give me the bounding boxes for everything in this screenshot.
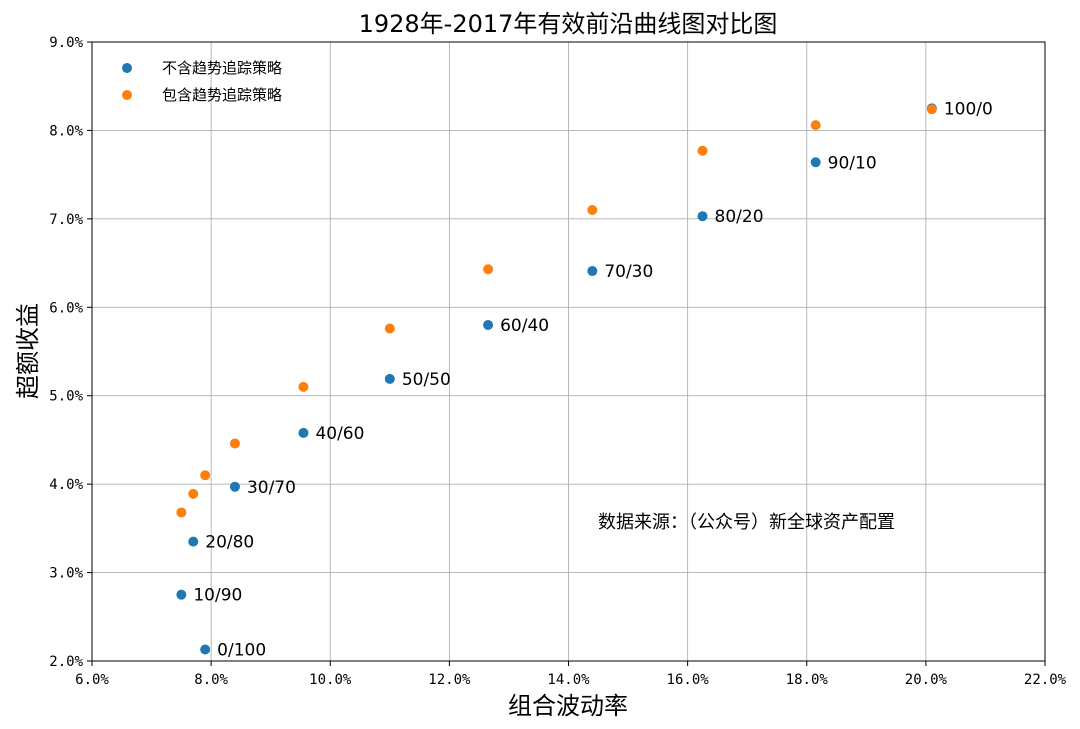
point-label: 80/20 <box>715 207 764 227</box>
point-series-0-9 <box>810 157 821 168</box>
x-tick-label: 12.0% <box>428 672 471 688</box>
point-series-0-6 <box>483 319 494 330</box>
data-source-annotation: 数据来源：（公众号）新全球资产配置 <box>598 512 895 533</box>
legend-label-no-trend: 不含趋势追踪策略 <box>162 59 282 77</box>
point-label: 40/60 <box>315 424 364 444</box>
y-tick-label: 6.0% <box>49 300 83 316</box>
point-label: 50/50 <box>402 370 451 390</box>
point-series-0-5 <box>384 373 395 384</box>
legend-label-with-trend: 包含趋势追踪策略 <box>162 86 282 104</box>
x-tick-label: 22.0% <box>1024 672 1067 688</box>
point-series-1-10 <box>926 104 937 115</box>
x-tick-label: 16.0% <box>667 672 710 688</box>
point-label: 30/70 <box>247 478 296 498</box>
y-tick-label: 4.0% <box>49 477 83 493</box>
x-tick-label: 10.0% <box>309 672 352 688</box>
point-series-1-4 <box>298 381 309 392</box>
point-series-1-0 <box>176 507 187 518</box>
x-tick-label: 6.0% <box>75 672 109 688</box>
point-label: 20/80 <box>205 533 254 553</box>
point-label: 70/30 <box>604 262 653 282</box>
data-points <box>176 103 937 655</box>
point-series-1-2 <box>200 470 211 481</box>
chart-title: 1928年-2017年有效前沿曲线图对比图 <box>359 10 778 38</box>
point-series-1-9 <box>810 120 821 131</box>
legend: 不含趋势追踪策略 包含趋势追踪策略 <box>122 59 282 104</box>
x-tick-label: 8.0% <box>194 672 228 688</box>
point-series-0-1 <box>176 589 187 600</box>
legend-marker-no-trend <box>122 63 132 73</box>
x-tick-label: 14.0% <box>547 672 590 688</box>
axis-ticks: 6.0% 8.0% 10.0% 12.0% 14.0% 16.0% 18.0% 20.0% 22… <box>49 35 1066 688</box>
x-tick-label: 18.0% <box>786 672 829 688</box>
x-axis-label: 组合波动率 <box>508 692 628 720</box>
y-tick-label: 2.0% <box>49 654 83 670</box>
y-tick-label: 9.0% <box>49 35 83 51</box>
x-tick-label: 20.0% <box>905 672 948 688</box>
point-series-0-4 <box>298 427 309 438</box>
point-label: 100/0 <box>944 99 993 119</box>
point-series-1-5 <box>384 323 395 334</box>
y-tick-label: 5.0% <box>49 389 83 405</box>
legend-marker-with-trend <box>122 90 132 100</box>
point-series-1-1 <box>188 488 199 499</box>
grid-lines <box>91 41 1046 662</box>
y-tick-label: 3.0% <box>49 566 83 582</box>
point-label: 10/90 <box>193 586 242 606</box>
point-series-0-8 <box>697 211 708 222</box>
point-label: 0/100 <box>217 641 266 661</box>
point-series-0-2 <box>188 536 199 547</box>
point-label: 60/40 <box>500 316 549 336</box>
point-label: 90/10 <box>828 153 877 173</box>
point-series-1-8 <box>697 145 708 156</box>
y-axis-label: 超额收益 <box>14 303 42 399</box>
point-series-1-7 <box>587 205 598 216</box>
y-tick-label: 7.0% <box>49 212 83 228</box>
point-series-1-3 <box>229 438 240 449</box>
point-series-0-0 <box>200 644 211 655</box>
point-series-0-7 <box>587 266 598 277</box>
y-tick-label: 8.0% <box>49 123 83 139</box>
point-labels: 0/100 10/90 20/80 30/70 40/60 50/50 60/40 70/30… <box>193 99 992 660</box>
point-series-1-6 <box>483 264 494 275</box>
point-series-0-3 <box>229 481 240 492</box>
